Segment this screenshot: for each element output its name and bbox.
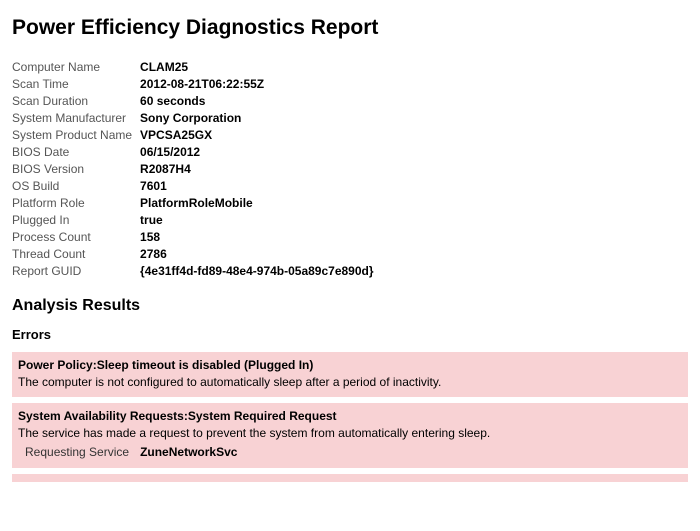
info-label: Platform Role [12, 194, 140, 211]
info-label: Report GUID [12, 262, 140, 279]
error-description: The service has made a request to preven… [18, 426, 682, 440]
system-info-table: Computer NameCLAM25Scan Time2012-08-21T0… [12, 58, 374, 279]
info-label: Plugged In [12, 211, 140, 228]
info-value: 7601 [140, 177, 373, 194]
info-row: Scan Duration60 seconds [12, 92, 374, 109]
report-title: Power Efficiency Diagnostics Report [12, 16, 688, 40]
info-value: VPCSA25GX [140, 126, 373, 143]
analysis-results-heading: Analysis Results [12, 297, 688, 315]
error-detail-label: Requesting Service [24, 444, 139, 460]
error-block: Power Policy:Sleep timeout is disabled (… [12, 352, 688, 397]
info-label: BIOS Date [12, 143, 140, 160]
info-value: 2786 [140, 245, 373, 262]
error-description: The computer is not configured to automa… [18, 375, 682, 389]
info-row: Thread Count2786 [12, 245, 374, 262]
info-row: Computer NameCLAM25 [12, 58, 374, 75]
info-row: System ManufacturerSony Corporation [12, 109, 374, 126]
error-title: Power Policy:Sleep timeout is disabled (… [18, 358, 682, 372]
info-label: System Product Name [12, 126, 140, 143]
info-label: Thread Count [12, 245, 140, 262]
error-block: System Availability Requests:System Requ… [12, 403, 688, 468]
info-label: Scan Duration [12, 92, 140, 109]
error-title: System Availability Requests:System Requ… [18, 409, 682, 423]
info-value: 60 seconds [140, 92, 373, 109]
info-row: Platform RolePlatformRoleMobile [12, 194, 374, 211]
info-value: R2087H4 [140, 160, 373, 177]
info-row: OS Build7601 [12, 177, 374, 194]
error-detail-value: ZuneNetworkSvc [139, 444, 238, 460]
info-value: 158 [140, 228, 373, 245]
info-label: Scan Time [12, 75, 140, 92]
info-value: CLAM25 [140, 58, 373, 75]
info-value: PlatformRoleMobile [140, 194, 373, 211]
info-label: Computer Name [12, 58, 140, 75]
errors-heading: Errors [12, 327, 688, 342]
info-label: System Manufacturer [12, 109, 140, 126]
info-label: Process Count [12, 228, 140, 245]
error-detail-row: Requesting ServiceZuneNetworkSvc [24, 444, 238, 460]
info-row: Scan Time2012-08-21T06:22:55Z [12, 75, 374, 92]
info-row: Process Count158 [12, 228, 374, 245]
info-row: Plugged Intrue [12, 211, 374, 228]
info-value: 2012-08-21T06:22:55Z [140, 75, 373, 92]
info-label: BIOS Version [12, 160, 140, 177]
info-value: 06/15/2012 [140, 143, 373, 160]
info-row: BIOS VersionR2087H4 [12, 160, 374, 177]
info-value: true [140, 211, 373, 228]
info-value: Sony Corporation [140, 109, 373, 126]
info-value: {4e31ff4d-fd89-48e4-974b-05a89c7e890d} [140, 262, 373, 279]
info-row: Report GUID{4e31ff4d-fd89-48e4-974b-05a8… [12, 262, 374, 279]
info-row: BIOS Date06/15/2012 [12, 143, 374, 160]
info-row: System Product NameVPCSA25GX [12, 126, 374, 143]
error-block-partial [12, 474, 688, 482]
error-detail-table: Requesting ServiceZuneNetworkSvc [24, 444, 238, 460]
info-label: OS Build [12, 177, 140, 194]
